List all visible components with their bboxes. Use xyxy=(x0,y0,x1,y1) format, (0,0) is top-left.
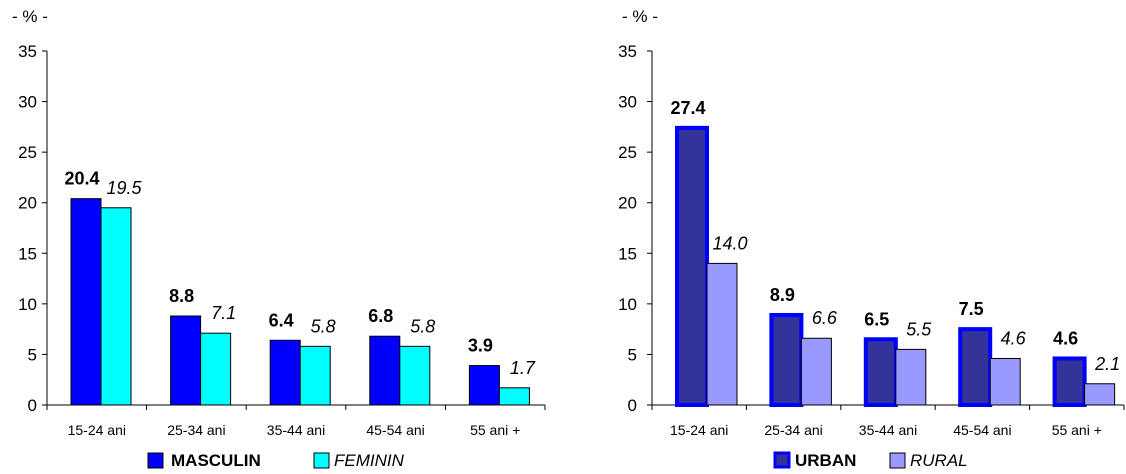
x-tick-label: 25-34 ani xyxy=(764,422,822,438)
y-tick-label: 30 xyxy=(618,93,637,112)
legend-swatch-rural xyxy=(889,452,906,469)
legend-label-urban: URBAN xyxy=(795,451,856,470)
data-label-urban: 8.9 xyxy=(770,285,795,305)
data-label-rural: 5.5 xyxy=(906,319,932,339)
y-tick-label: 20 xyxy=(18,194,37,213)
data-label-urban: 4.6 xyxy=(1053,328,1078,348)
bar-feminin xyxy=(100,207,132,406)
x-tick-label: 15-24 ani xyxy=(670,422,728,438)
bar-urban xyxy=(863,337,898,407)
y-tick-label: 5 xyxy=(28,345,37,364)
bar-masculin xyxy=(70,198,102,406)
legend-label-masculin: MASCULIN xyxy=(171,451,261,470)
y-tick-label: 35 xyxy=(618,42,637,61)
bar-rural xyxy=(895,348,927,406)
data-label-feminin: 5.8 xyxy=(410,316,435,336)
x-tick-label: 55 ani + xyxy=(470,422,520,438)
bar-feminin xyxy=(299,345,331,406)
data-label-feminin: 1.7 xyxy=(510,358,536,378)
data-label-feminin: 7.1 xyxy=(211,303,236,323)
bar-masculin xyxy=(269,339,301,406)
legend-swatch-masculin xyxy=(147,452,164,469)
legend-swatch-urban xyxy=(773,451,791,469)
bar-rural xyxy=(1084,383,1116,406)
bar-masculin xyxy=(170,315,202,406)
x-tick-label: 45-54 ani xyxy=(366,422,424,438)
data-label-urban: 7.5 xyxy=(959,299,984,319)
bar-rural xyxy=(706,262,738,406)
bar-rural xyxy=(989,357,1021,406)
data-label-masculin: 6.4 xyxy=(269,310,294,330)
bar-feminin xyxy=(498,387,530,406)
y-tick-label: 10 xyxy=(18,295,37,314)
data-label-rural: 6.6 xyxy=(812,308,838,328)
data-label-feminin: 5.8 xyxy=(311,316,336,336)
data-label-masculin: 3.9 xyxy=(468,336,493,356)
y-tick-label: 30 xyxy=(18,93,37,112)
y-tick-label: 15 xyxy=(618,244,637,263)
bar-masculin xyxy=(468,365,500,406)
bar-urban xyxy=(958,327,993,407)
y-tick-label: 10 xyxy=(618,295,637,314)
x-tick-label: 45-54 ani xyxy=(953,422,1011,438)
legend-label-feminin: FEMININ xyxy=(334,451,405,470)
bar-rural xyxy=(800,337,832,406)
data-label-masculin: 8.8 xyxy=(169,286,194,306)
data-label-rural: 14.0 xyxy=(712,233,747,253)
data-label-feminin: 19.5 xyxy=(106,178,142,198)
y-tick-label: 25 xyxy=(18,143,37,162)
bar-urban xyxy=(1052,356,1087,407)
x-tick-label: 55 ani + xyxy=(1052,422,1102,438)
y-tick-label: 5 xyxy=(628,345,637,364)
chart-1: - % - 0 5 10 15 20 25 30 35 15-24 ani 25-34 ani 35-… xyxy=(12,7,546,470)
y-tick-label: 25 xyxy=(618,143,637,162)
y-tick-label: 20 xyxy=(618,194,637,213)
data-label-urban: 6.5 xyxy=(864,309,889,329)
x-tick-label: 35-44 ani xyxy=(859,422,917,438)
chart-2: - % - 0 5 10 15 20 25 30 35 15-24 ani 25-34 ani 35-… xyxy=(618,7,1125,470)
y-tick-label: 35 xyxy=(18,42,37,61)
data-label-masculin: 6.8 xyxy=(368,306,393,326)
bar-feminin xyxy=(399,345,431,406)
legend-swatch-feminin xyxy=(313,452,330,469)
data-label-rural: 2.1 xyxy=(1094,354,1120,374)
y-tick-label: 15 xyxy=(18,244,37,263)
data-label-masculin: 20.4 xyxy=(64,169,99,189)
unit-label: - % - xyxy=(622,7,658,26)
data-label-urban: 27.4 xyxy=(670,98,705,118)
unit-label: - % - xyxy=(12,7,48,26)
y-tick-label: 0 xyxy=(28,396,37,415)
data-label-rural: 4.6 xyxy=(1001,328,1027,348)
legend-label-rural: RURAL xyxy=(910,451,968,470)
bar-feminin xyxy=(200,332,232,406)
bar-urban xyxy=(769,312,804,407)
x-tick-label: 25-34 ani xyxy=(167,422,225,438)
bar-urban xyxy=(675,125,709,408)
x-tick-label: 15-24 ani xyxy=(68,422,126,438)
bar-masculin xyxy=(369,335,401,406)
x-tick-label: 35-44 ani xyxy=(267,422,325,438)
y-tick-label: 0 xyxy=(628,396,637,415)
